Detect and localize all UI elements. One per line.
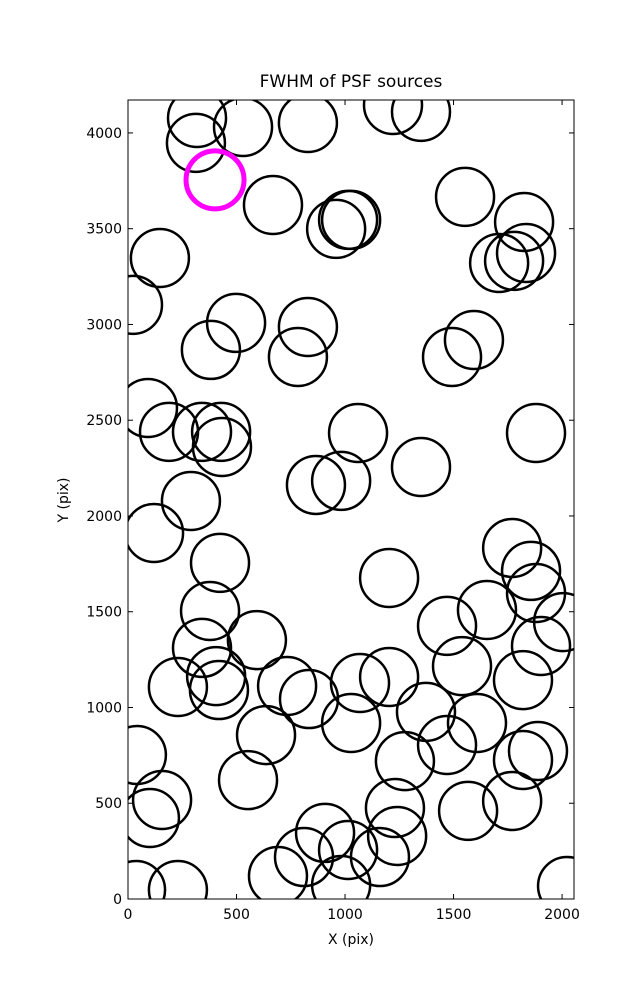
source-circle: [310, 854, 372, 899]
source-circle: [166, 100, 228, 149]
source-circle: [492, 729, 554, 791]
x-tick-label: 0: [124, 907, 133, 923]
source-circle: [500, 540, 562, 602]
source-circle: [147, 656, 209, 718]
source-circle: [147, 859, 209, 899]
x-tick-label: 2000: [544, 907, 580, 923]
y-tick-label: 2500: [86, 413, 122, 429]
source-circle: [456, 579, 518, 641]
source-circle: [483, 230, 545, 292]
source-circle: [536, 855, 574, 899]
source-circle: [128, 274, 164, 336]
x-tick-label: 1000: [327, 907, 363, 923]
source-circle: [310, 450, 372, 512]
source-circle: [129, 227, 191, 289]
y-tick-label: 0: [113, 892, 122, 908]
source-circle: [278, 668, 340, 730]
source-circle: [160, 470, 222, 532]
source-circle: [191, 416, 253, 478]
source-circle: [165, 112, 227, 174]
source-circle: [374, 730, 436, 792]
y-tick-label: 4000: [86, 126, 122, 142]
source-circle: [217, 749, 279, 811]
source-circle: [267, 326, 329, 388]
plot-frame: [127, 99, 575, 900]
source-circle: [317, 819, 379, 881]
source-circle: [212, 100, 274, 158]
source-circle: [329, 652, 391, 714]
y-tick-label: 3000: [86, 317, 122, 333]
source-circle: [277, 100, 339, 154]
y-tick-label: 1000: [86, 700, 122, 716]
x-tick-label: 500: [223, 907, 250, 923]
source-circle: [358, 646, 420, 708]
y-tick-label: 2000: [86, 509, 122, 525]
source-circle: [505, 402, 567, 464]
source-circle: [128, 502, 185, 564]
y-tick-label: 1500: [86, 605, 122, 621]
source-circle: [495, 222, 557, 284]
source-circle: [366, 805, 428, 867]
source-circle: [242, 174, 304, 236]
source-circle: [362, 100, 424, 136]
source-circle: [507, 720, 569, 782]
source-circle: [285, 454, 347, 516]
source-circle: [183, 148, 247, 212]
source-circle: [327, 402, 389, 464]
source-circle: [434, 166, 496, 228]
source-circle: [468, 232, 530, 294]
source-circle: [431, 635, 493, 697]
source-circle: [443, 309, 505, 371]
source-circle: [416, 714, 478, 776]
source-circle: [532, 591, 574, 653]
plot-area: [128, 100, 574, 899]
source-circle: [493, 191, 555, 253]
source-circle: [320, 189, 382, 251]
source-circle: [188, 659, 250, 721]
y-axis-label: Y (pix): [56, 478, 72, 524]
source-circle: [277, 296, 339, 358]
source-circle: [205, 292, 267, 354]
source-circle: [189, 532, 251, 594]
source-circle: [481, 770, 543, 832]
x-tick-label: 1500: [436, 907, 472, 923]
source-circle: [421, 326, 483, 388]
source-circle: [492, 649, 554, 711]
y-tick-label: 3500: [86, 222, 122, 238]
y-tick-label: 500: [95, 796, 122, 812]
source-circle: [128, 724, 168, 786]
x-axis-label: X (pix): [328, 932, 374, 948]
source-circle: [235, 704, 297, 766]
source-circle: [317, 189, 379, 251]
source-circle: [226, 609, 288, 671]
source-circle: [138, 401, 200, 463]
chart-title: FWHM of PSF sources: [260, 72, 443, 92]
source-circle: [510, 615, 572, 677]
source-circle: [247, 845, 309, 899]
source-circle: [390, 436, 452, 498]
source-circle: [320, 692, 382, 754]
source-circle: [416, 595, 478, 657]
source-circle: [446, 692, 508, 754]
source-circle: [128, 377, 179, 439]
source-circle: [171, 401, 233, 463]
source-circle: [364, 777, 426, 839]
source-circle: [305, 198, 367, 260]
source-circle: [180, 319, 242, 381]
source-circle: [128, 787, 181, 849]
source-circle: [273, 826, 335, 888]
source-circle: [128, 859, 167, 899]
source-circle: [171, 617, 233, 679]
source-circle: [131, 769, 193, 831]
source-circle: [190, 401, 252, 463]
source-circle: [358, 547, 420, 609]
source-circle: [390, 100, 452, 143]
source-circle: [437, 780, 499, 842]
source-circle: [349, 826, 411, 888]
source-circle: [179, 580, 241, 642]
